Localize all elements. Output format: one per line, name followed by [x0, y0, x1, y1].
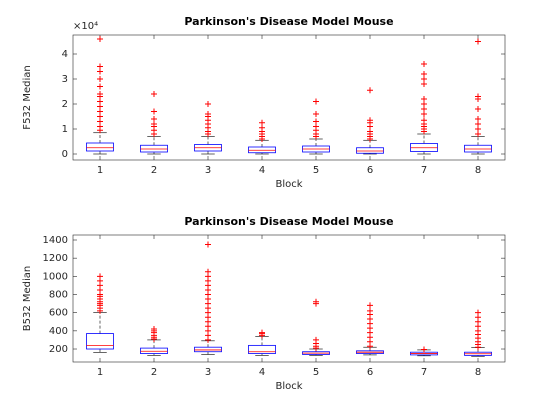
box [86, 142, 114, 152]
x-tick-label: 1 [97, 367, 103, 378]
outlier [205, 101, 211, 107]
y-tick-label: 1 [62, 124, 68, 135]
x-axis-label: Block [275, 179, 302, 190]
outlier [151, 108, 157, 115]
outlier [421, 346, 427, 353]
outlier [313, 298, 319, 305]
x-tick-label: 6 [367, 165, 373, 176]
y-axis-label: F532 Median [22, 65, 33, 129]
outlier [475, 38, 481, 45]
x-tick-label: 1 [97, 165, 103, 176]
y-axis-label: B532 Median [22, 266, 33, 332]
x-tick-label: 2 [151, 367, 157, 378]
outlier [259, 119, 265, 126]
outlier [421, 96, 427, 102]
outlier [421, 71, 427, 77]
outlier [97, 36, 103, 42]
x-tick-label: 8 [475, 367, 481, 378]
outlier [421, 61, 427, 67]
y-tick-label: 0 [62, 149, 68, 160]
x-tick-label: 2 [151, 165, 157, 176]
outlier [313, 336, 319, 343]
axes-background [72, 234, 506, 363]
y-tick-label: 400 [49, 326, 68, 337]
y-tick-label: 3 [62, 74, 68, 85]
outlier [97, 63, 103, 70]
x-tick-label: 6 [367, 367, 373, 378]
box [140, 347, 168, 354]
chart-title: Parkinson's Disease Model Mouse [184, 15, 393, 28]
x-tick-label: 7 [421, 367, 427, 378]
x-tick-label: 4 [259, 165, 265, 176]
x-tick-label: 5 [313, 367, 319, 378]
box [194, 346, 222, 353]
x-tick-label: 3 [205, 165, 211, 176]
outlier [367, 117, 373, 124]
chart-title: Parkinson's Disease Model Mouse [184, 215, 393, 228]
outlier [475, 309, 481, 316]
y-tick-label: 1000 [43, 271, 68, 282]
outlier [205, 111, 211, 117]
y-tick-label: 4 [62, 49, 68, 60]
x-tick-label: 8 [475, 165, 481, 176]
x-tick-label: 7 [421, 165, 427, 176]
box [86, 333, 114, 350]
outlier [367, 87, 373, 94]
axes-background [72, 34, 506, 161]
outlier [313, 111, 319, 117]
outlier [205, 241, 211, 248]
outlier [367, 302, 373, 309]
outlier [97, 76, 103, 82]
y-tick-label: 1400 [43, 235, 68, 246]
outlier [97, 83, 103, 90]
outlier [97, 273, 103, 280]
outlier [259, 329, 265, 336]
outlier [421, 117, 427, 124]
y-exponent-label: ×10⁴ [73, 21, 98, 32]
box [248, 344, 276, 354]
outlier [97, 91, 103, 97]
outlier [151, 116, 157, 122]
x-tick-label: 4 [259, 367, 265, 378]
outlier [367, 307, 373, 314]
outlier [151, 326, 157, 333]
y-tick-label: 2 [62, 99, 68, 110]
outlier [313, 98, 319, 105]
outlier [475, 116, 481, 122]
outlier [151, 91, 157, 97]
y-tick-label: 200 [49, 344, 68, 355]
box [356, 147, 384, 154]
x-tick-label: 5 [313, 165, 319, 176]
x-tick-label: 3 [205, 367, 211, 378]
x-axis-label: Block [275, 381, 302, 392]
outlier [475, 106, 481, 112]
outlier [205, 268, 211, 275]
y-tick-label: 600 [49, 308, 68, 319]
outlier [313, 118, 319, 125]
outlier [475, 93, 481, 100]
y-tick-label: 800 [49, 290, 68, 301]
y-tick-label: 1200 [43, 253, 68, 264]
